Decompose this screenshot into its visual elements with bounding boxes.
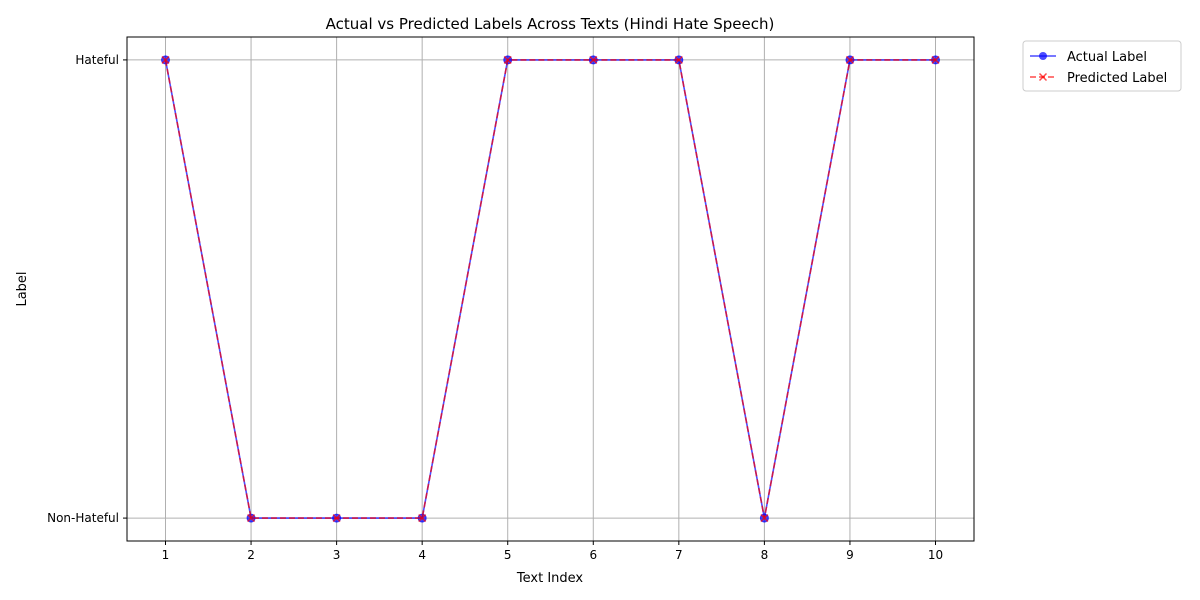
legend-label: Actual Label bbox=[1067, 50, 1147, 65]
x-tick-label: 4 bbox=[418, 548, 426, 562]
plot-frame bbox=[126, 36, 975, 542]
data-point bbox=[161, 55, 170, 64]
legend-items: Actual Label Predicted Label bbox=[1030, 50, 1167, 86]
legend: Actual Label Predicted Label bbox=[1022, 40, 1182, 92]
data-point bbox=[845, 55, 854, 64]
y-tick-label: Hateful bbox=[75, 53, 119, 67]
series-predicted-label bbox=[161, 55, 940, 523]
y-axis-label: Label bbox=[15, 271, 30, 306]
data-point bbox=[247, 514, 256, 523]
series-line bbox=[164, 59, 936, 519]
data-point bbox=[674, 55, 683, 64]
legend-item: Predicted Label bbox=[1030, 71, 1167, 86]
y-tick-label: Non-Hateful bbox=[47, 511, 119, 525]
x-tick-label: 1 bbox=[162, 548, 170, 562]
x-tick-label: 6 bbox=[589, 548, 597, 562]
series-layer bbox=[161, 55, 940, 523]
x-tick-label: 7 bbox=[675, 548, 683, 562]
legend-label: Predicted Label bbox=[1067, 71, 1167, 86]
grid-layer bbox=[127, 37, 974, 541]
series-line bbox=[164, 59, 936, 519]
series-actual-label bbox=[161, 55, 940, 523]
data-point bbox=[503, 55, 512, 64]
data-point bbox=[418, 514, 427, 523]
legend-box bbox=[1022, 40, 1182, 92]
x-axis-label: Text Index bbox=[516, 571, 584, 586]
x-tick-label: 9 bbox=[846, 548, 854, 562]
x-tick-label: 5 bbox=[504, 548, 512, 562]
legend-marker bbox=[1038, 72, 1048, 82]
x-tick-label: 8 bbox=[761, 548, 769, 562]
x-tick-label: 2 bbox=[247, 548, 255, 562]
data-point bbox=[332, 514, 341, 523]
legend-marker bbox=[1039, 52, 1047, 60]
data-point bbox=[760, 514, 769, 523]
tick-layer: 1 2 3 4 5 6 7 8 9 10 Non-Hateful Hateful bbox=[47, 53, 943, 562]
chart-title: Actual vs Predicted Labels Across Texts … bbox=[326, 15, 775, 33]
x-tick-label: 10 bbox=[928, 548, 943, 562]
data-point bbox=[931, 55, 940, 64]
x-tick-label: 3 bbox=[333, 548, 341, 562]
data-point bbox=[589, 55, 598, 64]
legend-item: Actual Label bbox=[1030, 50, 1147, 65]
